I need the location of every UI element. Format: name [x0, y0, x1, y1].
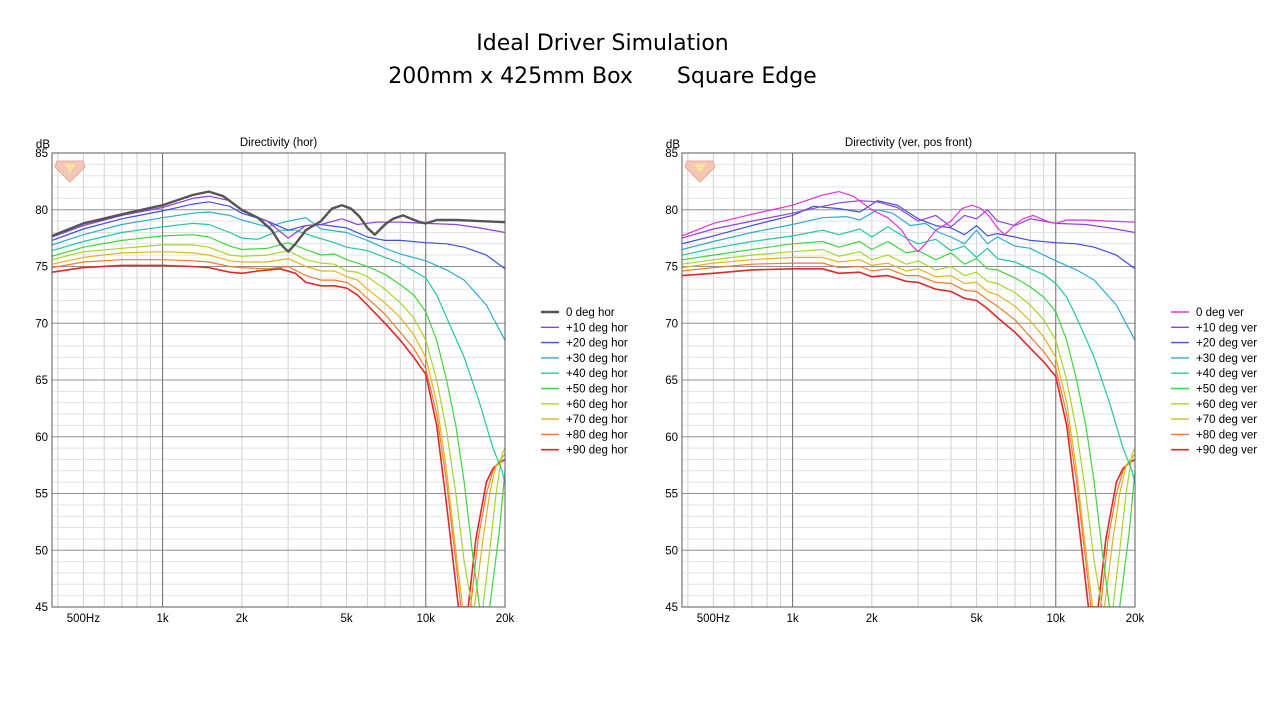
chart1-series-line-1	[682, 200, 1135, 239]
chart1-logo-shape	[684, 160, 716, 183]
chart0-x-tick-label: 5k	[340, 613, 352, 625]
chart1-series-line-4	[682, 226, 1135, 485]
chart0-logo-inner	[64, 164, 76, 173]
chart1-series-line-0	[682, 191, 1135, 253]
chart0-series-group	[52, 190, 505, 607]
chart1-y-tick-label: 85	[665, 148, 678, 160]
chart0-legend-label-8: +80 deg hor	[566, 429, 628, 441]
chart1-legend-label-9: +90 deg ver	[1196, 445, 1257, 457]
chart0-legend-label-2: +20 deg hor	[566, 338, 628, 350]
chart1-legend-label-1: +10 deg ver	[1196, 322, 1257, 334]
slide-title: Ideal Driver Simulation	[476, 31, 729, 56]
chart0-legend-label-5: +50 deg hor	[566, 384, 628, 396]
chart1-y-tick-label: 75	[665, 262, 678, 274]
chart0-legend-label-1: +10 deg hor	[566, 322, 628, 334]
chart1-legend-label-7: +70 deg ver	[1196, 414, 1257, 426]
slide-subtitle: 200mm x 425mm Box Square Edge	[0, 64, 1205, 89]
chart1-legend-label-2: +20 deg ver	[1196, 338, 1257, 350]
chart0-legend-label-9: +90 deg hor	[566, 445, 628, 457]
chart1-y-tick-label: 80	[665, 205, 678, 217]
chart0-y-tick-label: 45	[35, 602, 48, 614]
chart1-series-line-6	[682, 248, 1135, 607]
chart1-series-line-5	[682, 240, 1135, 607]
chart1-series-line-3	[682, 209, 1135, 341]
chart0-y-tick-label: 50	[35, 545, 48, 557]
chart1-series-line-2	[682, 200, 1135, 270]
chart0-x-tick-label: 500Hz	[67, 613, 100, 625]
chart1-y-tick-label: 50	[665, 545, 678, 557]
chart0-logo-shape	[54, 160, 86, 183]
chart1-y-axis-label: dB	[666, 139, 680, 151]
chart0-legend-label-7: +70 deg hor	[566, 414, 628, 426]
box-size-label: 200mm x 425mm Box	[388, 64, 633, 89]
chart1-y-tick-label: 70	[665, 318, 678, 330]
chart0-series-line-9	[52, 264, 505, 607]
chart0-title: Directivity (hor)	[240, 137, 317, 149]
chart0-series-line-5	[52, 234, 505, 607]
chart1-legend-label-8: +80 deg ver	[1196, 429, 1257, 441]
chart1-x-tick-label: 20k	[1126, 613, 1145, 625]
chart1-x-tick-label: 500Hz	[697, 613, 730, 625]
chart1-y-tick-label: 45	[665, 602, 678, 614]
chart0-series-line-6	[52, 244, 505, 607]
chart0-x-tick-label: 10k	[417, 613, 436, 625]
chart0-plot-frame	[51, 152, 506, 608]
chart0-y-tick-label: 55	[35, 489, 48, 501]
chart1-x-tick-label: 1k	[787, 613, 799, 625]
edge-type-label: Square Edge	[676, 64, 817, 89]
chart0-y-tick-label: 75	[35, 262, 48, 274]
chart0-y-tick-label: 70	[35, 318, 48, 330]
chart0-watermark-logo-icon	[54, 160, 86, 183]
chart0-x-tick-label: 2k	[236, 613, 248, 625]
chart1-y-tick-label: 60	[665, 432, 678, 444]
chart1-legend-label-6: +60 deg ver	[1196, 399, 1257, 411]
chart1-legend-label-5: +50 deg ver	[1196, 384, 1257, 396]
chart1-series-line-7	[682, 256, 1135, 607]
chart1-series-line-9	[682, 268, 1135, 607]
chart0-series-line-4	[52, 222, 505, 485]
chart1-x-tick-label: 10k	[1047, 613, 1066, 625]
chart0-series-line-0	[52, 190, 505, 253]
chart0-series-line-8	[52, 259, 505, 607]
chart1-y-tick-label: 65	[665, 375, 678, 387]
chart1-legend-label-0: 0 deg ver	[1196, 307, 1244, 319]
chart1-title: Directivity (ver, pos front)	[845, 137, 972, 149]
chart1-logo-inner	[694, 164, 706, 173]
chart0-legend-label-3: +30 deg hor	[566, 353, 628, 365]
chart0-legend-label-4: +40 deg hor	[566, 368, 628, 380]
chart0-series-line-3	[52, 211, 505, 341]
chart1-watermark-logo-icon	[684, 160, 716, 183]
chart1-y-tick-label: 55	[665, 489, 678, 501]
chart0-y-tick-label: 60	[35, 432, 48, 444]
chart0-legend-label-0: 0 deg hor	[566, 307, 615, 319]
chart1-plot-frame	[681, 152, 1136, 608]
chart1-x-tick-label: 2k	[866, 613, 878, 625]
chart1-series-group	[682, 191, 1135, 607]
chart1-series-line-8	[682, 262, 1135, 607]
chart1-legend-label-4: +40 deg ver	[1196, 368, 1257, 380]
chart0-series-line-1	[52, 195, 505, 239]
chart1-x-tick-label: 5k	[970, 613, 982, 625]
chart0-x-tick-label: 20k	[496, 613, 515, 625]
chart0-y-tick-label: 80	[35, 205, 48, 217]
chart1-legend-label-3: +30 deg ver	[1196, 353, 1257, 365]
chart0-y-tick-label: 65	[35, 375, 48, 387]
chart0-series-line-7	[52, 251, 505, 607]
chart0-x-tick-label: 1k	[157, 613, 169, 625]
chart0-series-line-2	[52, 201, 505, 270]
chart0-legend-label-6: +60 deg hor	[566, 399, 628, 411]
chart0-y-tick-label: 85	[35, 148, 48, 160]
chart0-y-axis-label: dB	[36, 139, 50, 151]
